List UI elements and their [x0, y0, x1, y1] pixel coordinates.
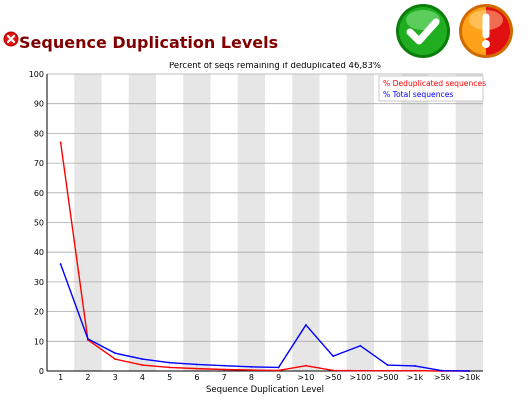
data-point [359, 369, 362, 372]
data-point [195, 363, 198, 366]
x-tick-label: >100 [349, 373, 371, 382]
data-point [386, 364, 389, 366]
data-point [141, 358, 144, 361]
series-line-deduplicated [59, 142, 470, 372]
duplication-chart: Percent of seqs remaining if deduplicate… [29, 62, 486, 395]
x-tick-label: >500 [377, 373, 399, 382]
data-point [59, 141, 62, 144]
data-point [114, 352, 117, 355]
y-tick-label: 70 [34, 159, 44, 168]
y-tick-label: 0 [39, 367, 44, 376]
y-tick-label: 100 [29, 70, 44, 79]
page-title: Sequence Duplication Levels [19, 33, 279, 52]
y-tick-label: 60 [34, 189, 44, 198]
data-point [141, 364, 144, 366]
data-point [277, 366, 280, 369]
data-point [386, 369, 389, 372]
y-tick-label: 40 [34, 248, 44, 257]
report-header: Sequence Duplication Levels [0, 0, 529, 62]
y-tick-label: 90 [34, 100, 44, 109]
data-point [168, 361, 171, 364]
x-tick-label: >10k [459, 373, 481, 382]
y-tick-label: 80 [34, 129, 44, 138]
data-point [441, 369, 444, 372]
series-line-total [59, 263, 470, 372]
x-tick-label: 5 [167, 373, 172, 382]
x-tick-label: 2 [85, 373, 90, 382]
x-tick-label: 9 [276, 373, 281, 382]
legend-entry: % Total sequences [383, 90, 453, 99]
x-tick-label: 1 [58, 373, 63, 382]
data-point [250, 365, 253, 368]
x-tick-label: 4 [140, 373, 145, 382]
data-point [332, 355, 335, 358]
warn-exclamation-icon [459, 4, 513, 58]
data-point [468, 370, 471, 372]
error-x-icon [3, 31, 19, 47]
data-point [223, 364, 226, 367]
data-point [223, 368, 226, 371]
x-tick-label: 6 [194, 373, 199, 382]
legend-entry: % Deduplicated sequences [383, 79, 486, 88]
data-point [304, 364, 307, 367]
y-tick-label: 10 [34, 337, 44, 346]
x-tick-label: >1k [407, 373, 424, 382]
x-tick-label: >50 [325, 373, 342, 382]
x-tick-label: >5k [434, 373, 451, 382]
x-tick-label: 3 [113, 373, 118, 382]
data-point [168, 366, 171, 369]
data-point [277, 369, 280, 372]
pass-check-icon [396, 4, 450, 58]
data-point [114, 358, 117, 361]
data-point [359, 344, 362, 347]
data-point [195, 367, 198, 370]
y-tick-label: 20 [34, 308, 44, 317]
x-axis-label: Sequence Duplication Level [206, 385, 324, 395]
x-tick-label: 8 [249, 373, 254, 382]
y-tick-label: 30 [34, 278, 44, 287]
x-tick-label: >10 [297, 373, 314, 382]
chart-title: Percent of seqs remaining if deduplicate… [169, 62, 381, 71]
data-point [413, 369, 416, 372]
data-point [250, 369, 253, 372]
data-point [413, 365, 416, 367]
x-tick-label: 7 [222, 373, 227, 382]
y-tick-label: 50 [34, 219, 44, 228]
legend-box [378, 75, 484, 102]
data-point [59, 263, 62, 265]
data-point [304, 324, 307, 326]
data-point [86, 338, 89, 340]
data-point [332, 369, 335, 372]
